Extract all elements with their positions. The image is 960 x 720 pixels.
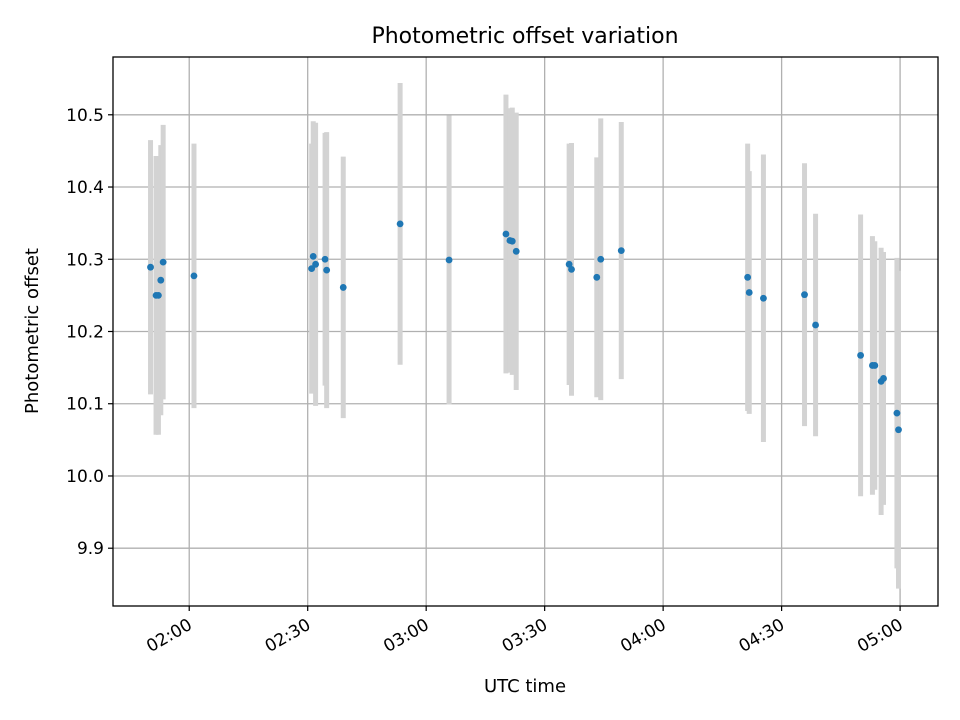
data-point [508, 237, 516, 245]
data-point [893, 409, 901, 417]
y-tick-label: 10.3 [66, 250, 104, 270]
data-point [312, 260, 319, 268]
y-tick-label: 9.9 [77, 539, 104, 559]
y-tick-label: 10.2 [66, 323, 104, 343]
data-point [871, 362, 879, 369]
data-point [323, 266, 331, 274]
data-point [502, 230, 510, 238]
plot-frame [112, 56, 939, 607]
y-tick-label: 10.1 [66, 395, 104, 415]
x-tick-label: 02:30 [262, 615, 314, 657]
x-axis-label: UTC time [484, 676, 566, 697]
y-tick-label: 10.0 [66, 467, 104, 487]
x-tick-label: 04:30 [736, 615, 788, 657]
data-point [895, 426, 902, 434]
data-point [147, 263, 154, 271]
data-point [812, 321, 819, 329]
data-point [880, 375, 887, 382]
x-tick-label: 04:00 [617, 615, 669, 657]
data-point [744, 273, 752, 281]
data-point [760, 294, 767, 302]
x-tick-label: 03:00 [380, 615, 432, 657]
x-tick-label: 05:00 [854, 615, 906, 657]
data-point [568, 265, 575, 273]
data-point [597, 255, 605, 263]
data-point [309, 252, 317, 260]
data-point [321, 255, 329, 263]
data-point [445, 256, 453, 264]
data-point [190, 272, 198, 280]
data-point [339, 284, 347, 291]
data-point [308, 265, 316, 273]
data-point [512, 247, 520, 255]
data-point [801, 291, 808, 299]
data-point [857, 351, 864, 359]
data-point [157, 276, 165, 284]
data-point [745, 289, 753, 296]
data-points [147, 220, 902, 434]
x-tick-label: 02:00 [143, 615, 195, 657]
data-point [617, 247, 625, 254]
y-tick-label: 10.5 [66, 106, 104, 126]
chart-title: Photometric offset variation [371, 24, 678, 49]
x-tick-label: 03:30 [499, 615, 551, 657]
data-point [565, 260, 573, 268]
y-tick-label: 10.4 [66, 178, 104, 198]
data-point [155, 291, 162, 299]
error-bars [148, 83, 902, 589]
data-point [159, 258, 167, 266]
data-point [396, 220, 404, 228]
data-point [593, 273, 601, 281]
y-axis-label: Photometric offset [22, 248, 43, 414]
